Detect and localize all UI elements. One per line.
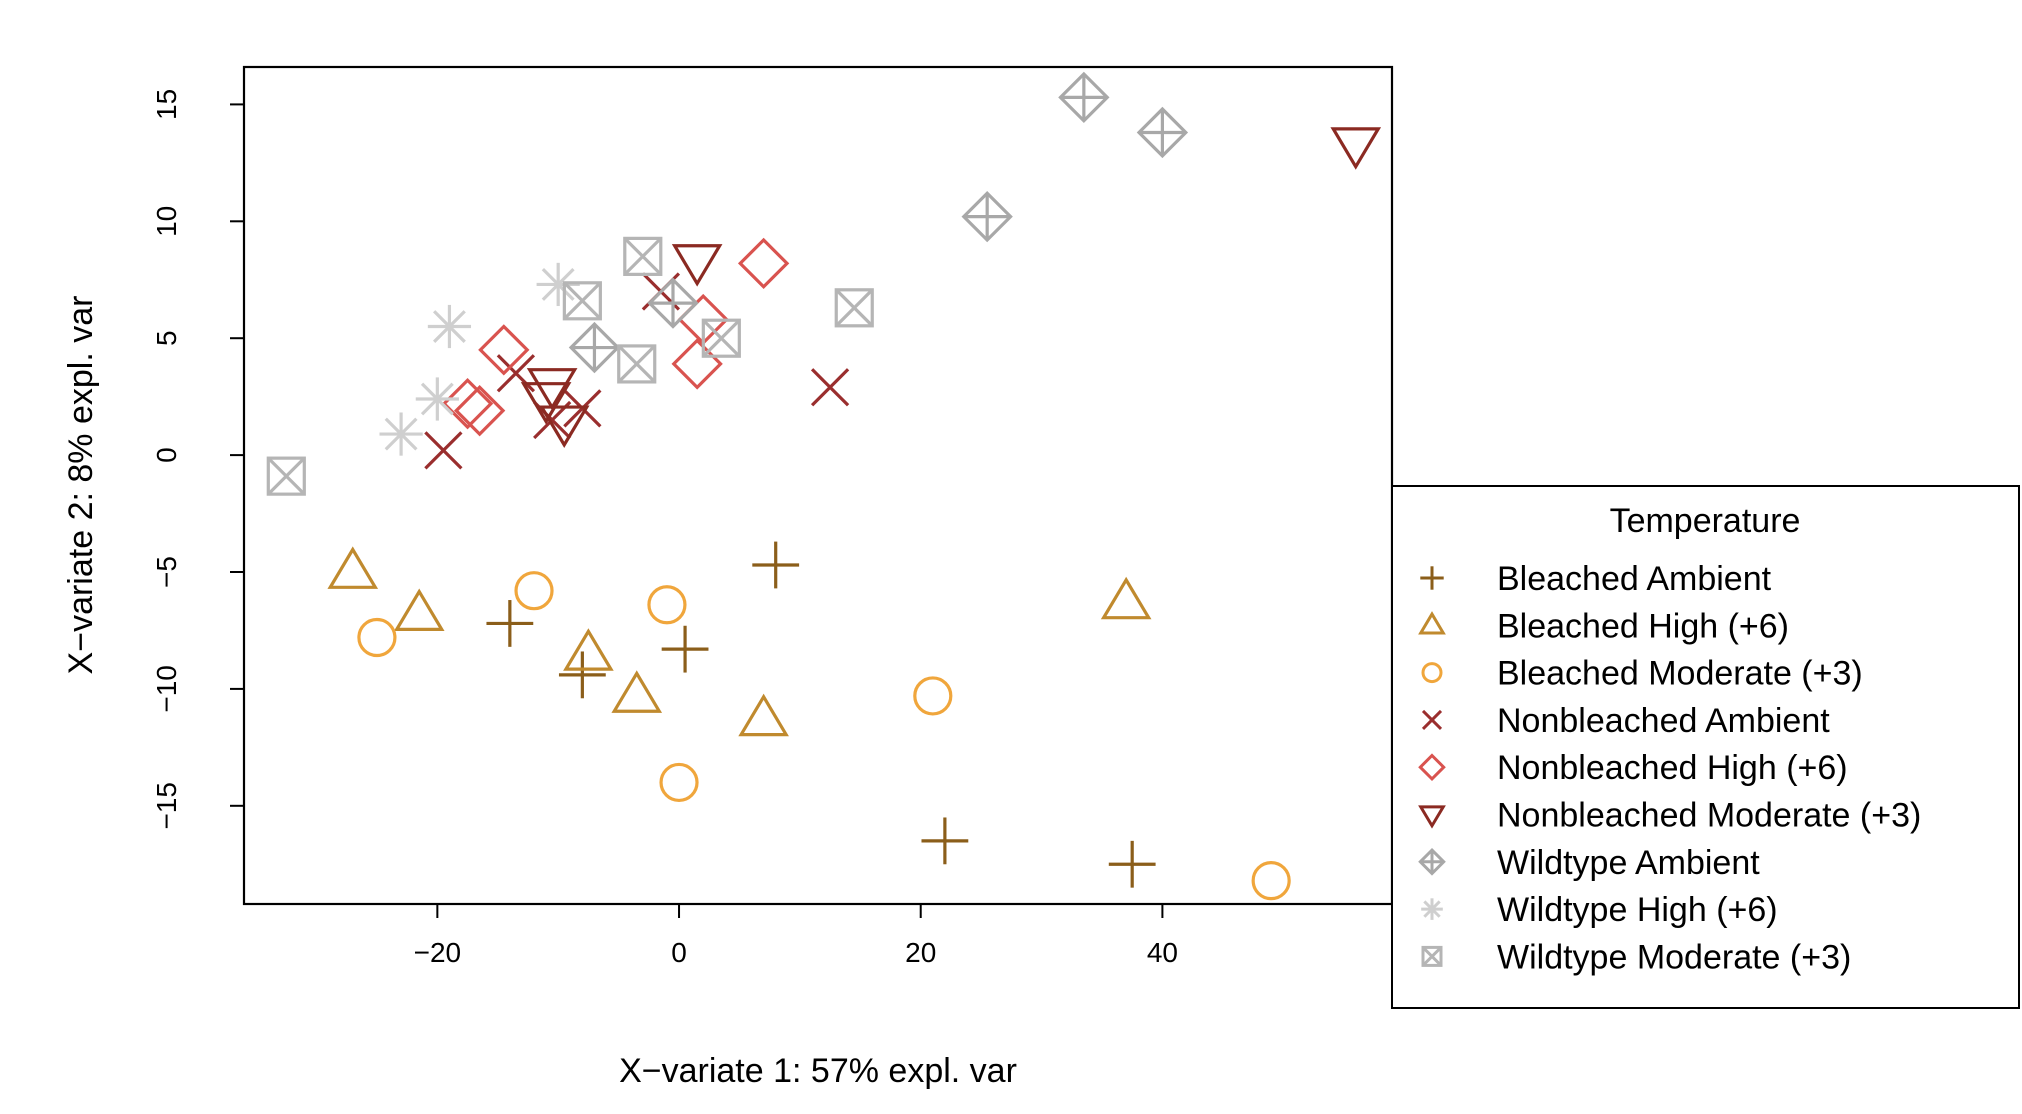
point-nonbleached-high-6 [737, 237, 790, 290]
point-wildtype-moderate-3 [623, 236, 663, 276]
point-nonbleached-ambient [810, 368, 850, 407]
legend-label: Wildtype High (+6) [1497, 891, 1778, 929]
point-nonbleached-moderate-3 [538, 405, 590, 449]
legend-item-nonbleached-moderate-3: Nonbleached Moderate (+3) [1418, 797, 1921, 835]
legend-marker [1421, 662, 1443, 684]
point-bleached-high-6 [327, 546, 379, 589]
legend-label: Wildtype Ambient [1497, 844, 1760, 882]
point-bleached-moderate-3 [647, 585, 687, 625]
point-nonbleached-high-6 [453, 385, 506, 437]
y-tick-label: 0 [151, 447, 182, 463]
legend-label: Bleached Moderate (+3) [1497, 655, 1863, 693]
legend-label: Wildtype Moderate (+3) [1497, 938, 1851, 976]
point-bleached-high-6 [393, 588, 445, 631]
legend-marker [1418, 611, 1446, 635]
x-tick-label: −20 [414, 937, 462, 968]
point-bleached-ambient [661, 625, 709, 673]
legend-item-bleached-high-6: Bleached High (+6) [1418, 607, 1789, 645]
point-bleached-moderate-3 [357, 617, 397, 658]
legend-item-nonbleached-ambient: Nonbleached Ambient [1421, 702, 1830, 740]
point-bleached-moderate-3 [514, 571, 554, 611]
x-tick-label: 0 [671, 937, 687, 968]
point-wildtype-high-6 [415, 377, 459, 421]
legend-item-nonbleached-high-6: Nonbleached High (+6) [1418, 749, 1848, 787]
legend: Temperature Bleached Ambient Bleached Hig… [1391, 485, 2020, 1009]
y-axis-label: X−variate 2: 8% expl. var [62, 296, 100, 675]
y-tick-label: −5 [151, 556, 182, 588]
x-axis-label: X−variate 1: 57% expl. var [619, 1052, 1017, 1090]
legend-marker [1418, 805, 1446, 829]
legend-label: Nonbleached High (+6) [1497, 749, 1848, 787]
point-bleached-ambient [486, 600, 534, 647]
point-wildtype-high-6 [427, 304, 472, 349]
legend-marker [1418, 753, 1446, 782]
point-bleached-moderate-3 [913, 676, 953, 716]
point-nonbleached-high-6 [441, 378, 494, 430]
point-wildtype-ambient [568, 321, 621, 374]
legend-item-wildtype-high-6: Wildtype High (+6) [1421, 891, 1778, 929]
point-wildtype-ambient [1136, 106, 1189, 159]
point-wildtype-moderate-3 [701, 318, 741, 358]
point-wildtype-moderate-3 [562, 281, 602, 321]
y-axis: 15 10 5 0 −5 −10 −15 [151, 89, 245, 830]
legend-label: Nonbleached Ambient [1497, 702, 1830, 740]
point-nonbleached-moderate-3 [671, 244, 723, 287]
y-tick-label: 10 [151, 206, 182, 237]
point-nonbleached-moderate-3 [520, 382, 572, 425]
legend-item-wildtype-moderate-3: Wildtype Moderate (+3) [1421, 938, 1851, 976]
y-tick-label: −10 [151, 665, 182, 713]
legend-marker [1421, 898, 1443, 920]
point-bleached-high-6 [738, 693, 789, 737]
point-wildtype-moderate-3 [834, 288, 874, 328]
point-bleached-moderate-3 [1251, 861, 1291, 901]
legend-marker [1421, 709, 1443, 730]
legend-item-bleached-moderate-3: Bleached Moderate (+3) [1421, 655, 1863, 693]
point-bleached-high-6 [1100, 576, 1152, 620]
legend-label: Bleached High (+6) [1497, 607, 1789, 645]
point-bleached-ambient [1108, 840, 1156, 888]
y-tick-label: 5 [151, 330, 182, 346]
x-axis: −20 0 20 40 [414, 903, 1178, 968]
point-wildtype-high-6 [536, 262, 580, 307]
point-bleached-ambient [558, 651, 606, 699]
point-wildtype-moderate-3 [617, 344, 657, 384]
legend-title: Temperature [1610, 502, 1801, 540]
point-bleached-high-6 [611, 670, 663, 713]
legend-label: Nonbleached Moderate (+3) [1497, 797, 1921, 835]
point-wildtype-ambient [961, 190, 1013, 243]
plot-frame [242, 65, 1394, 906]
point-bleached-ambient [752, 541, 800, 589]
point-bleached-moderate-3 [659, 762, 699, 803]
point-wildtype-ambient [1058, 71, 1110, 124]
data-points [266, 71, 1382, 901]
point-nonbleached-high-6 [478, 324, 530, 376]
legend-marker [1418, 847, 1446, 876]
point-bleached-ambient [921, 817, 969, 865]
x-tick-label: 20 [905, 937, 936, 968]
legend-box [1391, 485, 2020, 1009]
x-tick-label: 40 [1147, 937, 1178, 968]
point-nonbleached-moderate-3 [1330, 127, 1382, 170]
y-tick-label: 15 [151, 89, 182, 120]
point-wildtype-ambient [647, 277, 699, 329]
legend-marker [1420, 566, 1444, 590]
point-wildtype-moderate-3 [266, 456, 306, 496]
point-nonbleached-ambient [424, 431, 463, 470]
point-bleached-high-6 [563, 628, 614, 671]
point-wildtype-high-6 [379, 412, 423, 456]
legend-label: Bleached Ambient [1497, 560, 1772, 598]
legend-item-bleached-ambient: Bleached Ambient [1420, 560, 1772, 598]
legend-item-wildtype-ambient: Wildtype Ambient [1418, 844, 1760, 882]
legend-marker [1421, 945, 1443, 967]
y-tick-label: −15 [151, 782, 182, 830]
point-nonbleached-moderate-3 [526, 368, 578, 411]
